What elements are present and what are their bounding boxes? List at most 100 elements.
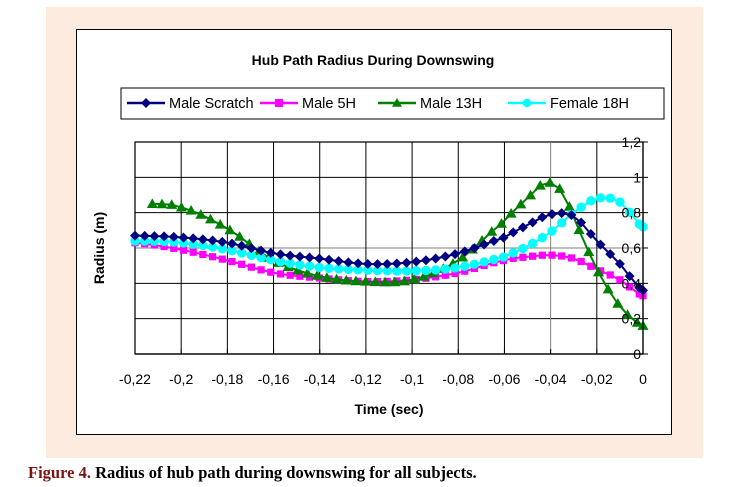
x-tick-label: -0,18: [211, 371, 243, 387]
data-point: [556, 208, 567, 219]
data-point: [489, 254, 499, 265]
data-point: [343, 257, 354, 268]
data-point: [488, 235, 499, 246]
data-point: [314, 253, 325, 264]
data-point: [411, 266, 421, 276]
data-point: [398, 275, 410, 286]
data-point: [418, 271, 430, 281]
y-tick-label: 1,2: [622, 134, 642, 150]
data-point: [612, 298, 624, 308]
data-point: [537, 233, 547, 243]
series-male-scratch: [130, 208, 648, 296]
data-point: [285, 250, 296, 261]
data-point: [159, 236, 169, 247]
data-point: [188, 239, 198, 249]
data-point: [234, 231, 246, 241]
data-point: [175, 201, 187, 212]
data-point: [247, 263, 255, 271]
data-point: [517, 222, 528, 233]
data-point: [170, 244, 178, 252]
data-point: [557, 218, 567, 228]
data-point: [285, 258, 295, 269]
x-tick-label: -0,12: [350, 371, 382, 387]
data-point: [525, 189, 537, 200]
data-point: [218, 255, 226, 263]
legend-square-icon: [275, 99, 283, 107]
x-tick-label: -0,16: [258, 371, 290, 387]
x-tick-label: -0,08: [442, 371, 474, 387]
chart-title: Hub Path Radius During Downswing: [252, 52, 495, 68]
data-point: [538, 251, 546, 259]
data-point: [350, 275, 362, 286]
legend-label: Female 18H: [550, 96, 629, 112]
data-point: [156, 198, 168, 209]
data-point: [360, 276, 372, 286]
data-point: [207, 242, 218, 252]
data-point: [586, 196, 596, 206]
y-tick-label: 0,2: [622, 311, 642, 327]
series-layer: [130, 177, 649, 330]
data-point: [257, 266, 265, 274]
data-point: [411, 256, 422, 267]
data-point: [505, 207, 517, 218]
data-point: [635, 290, 643, 298]
data-point: [389, 276, 401, 287]
data-point: [585, 229, 596, 240]
data-point: [198, 240, 208, 251]
data-point: [563, 201, 575, 211]
data-point: [566, 210, 577, 221]
data-point: [301, 267, 313, 278]
data-point: [602, 283, 614, 294]
data-point: [149, 231, 160, 242]
data-point: [331, 273, 343, 284]
data-point: [372, 259, 383, 270]
data-point: [205, 213, 217, 224]
figure-caption: Figure 4. Radius of hub path during down…: [28, 463, 477, 483]
data-point: [321, 272, 333, 282]
data-point: [576, 202, 586, 212]
data-point: [606, 271, 614, 279]
data-point: [595, 239, 606, 250]
data-point: [166, 199, 178, 209]
data-point: [195, 209, 207, 219]
data-point: [296, 272, 304, 280]
legend-circle-icon: [522, 98, 532, 108]
axes: 0 0,2 0,4 0,6 0,8 1 1,2 -0,22 -0,2 -0,18 -0,16 -0,1…: [119, 134, 648, 387]
data-point: [324, 263, 334, 273]
legend-item: Female 18H: [508, 96, 629, 112]
data-point: [457, 251, 469, 262]
data-point: [217, 244, 227, 254]
data-point: [450, 249, 461, 260]
data-point: [266, 255, 276, 265]
data-point: [440, 264, 451, 274]
data-point: [343, 264, 354, 275]
y-tick-label: 0,6: [622, 240, 642, 256]
data-point: [139, 230, 150, 241]
data-point: [207, 235, 218, 246]
figure-label: Figure 4.: [28, 463, 91, 482]
data-point: [509, 254, 517, 262]
data-point: [624, 207, 635, 217]
data-point: [295, 260, 305, 270]
data-point: [554, 183, 566, 193]
data-point: [573, 224, 585, 235]
data-point: [228, 257, 236, 266]
data-point: [631, 317, 643, 327]
data-point: [333, 264, 344, 274]
y-tick-label: 0,4: [622, 275, 642, 291]
legend-triangle-icon: [392, 98, 402, 107]
data-point: [363, 265, 373, 275]
data-point: [314, 262, 324, 273]
data-point: [340, 274, 352, 285]
data-point: [430, 253, 441, 264]
caption-text: Radius of hub path during downswing for …: [90, 463, 477, 482]
data-point: [420, 255, 431, 266]
data-point: [246, 243, 257, 254]
data-point: [558, 252, 566, 260]
x-tick-label: -0,22: [119, 371, 151, 387]
data-point: [294, 251, 305, 262]
data-point: [537, 212, 548, 223]
x-tick-label: -0,04: [535, 371, 567, 387]
data-point: [592, 266, 604, 277]
